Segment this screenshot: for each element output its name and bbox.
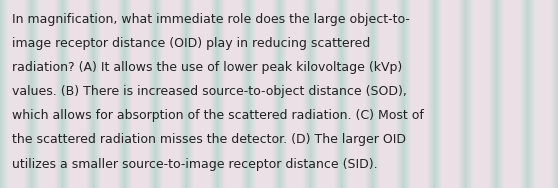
Text: which allows for absorption of the scattered radiation. (C) Most of: which allows for absorption of the scatt…	[12, 109, 424, 122]
Text: utilizes a smaller source-to-image receptor distance (SID).: utilizes a smaller source-to-image recep…	[12, 158, 378, 171]
Text: image receptor distance (OID) play in reducing scattered: image receptor distance (OID) play in re…	[12, 37, 371, 50]
Text: In magnification, what immediate role does the large object-to-: In magnification, what immediate role do…	[12, 13, 410, 26]
Text: values. (B) There is increased source-to-object distance (SOD),: values. (B) There is increased source-to…	[12, 85, 407, 98]
Text: the scattered radiation misses the detector. (D) The larger OID: the scattered radiation misses the detec…	[12, 133, 406, 146]
Text: radiation? (A) It allows the use of lower peak kilovoltage (kVp): radiation? (A) It allows the use of lowe…	[12, 61, 402, 74]
